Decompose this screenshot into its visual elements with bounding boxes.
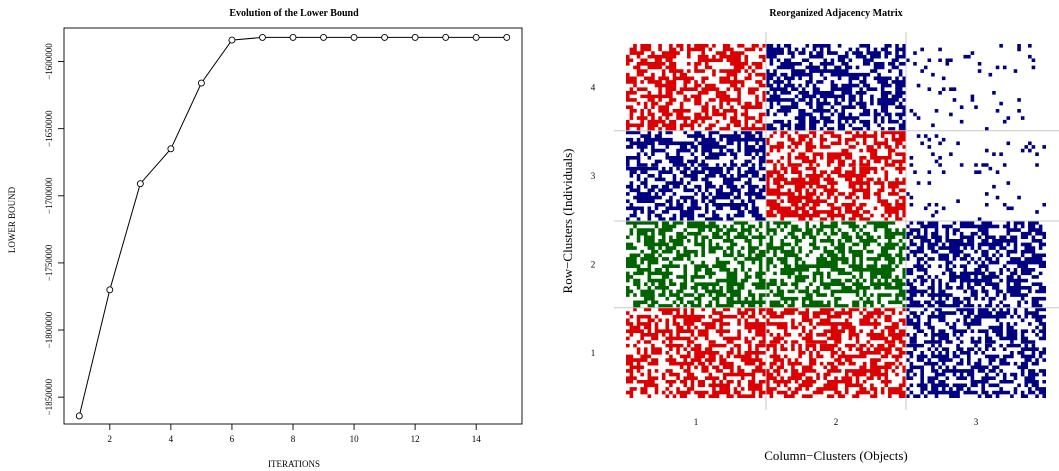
x-tick-label: 6 bbox=[230, 434, 235, 444]
x-axis-label: ITERATIONS bbox=[268, 459, 320, 469]
y-tick-label: −1600000 bbox=[44, 43, 54, 80]
lower-bound-chart: Evolution of the Lower Bound 2 4 6 8 10 12 14 … bbox=[7, 8, 523, 469]
data-point bbox=[259, 33, 266, 41]
block-r2-c3 bbox=[906, 221, 1046, 308]
row-cluster-label: 2 bbox=[591, 259, 596, 269]
block-r3-c3 bbox=[906, 134, 1046, 221]
y-tick-label: −1650000 bbox=[44, 110, 54, 147]
y-tick-label: −1750000 bbox=[44, 244, 54, 281]
block-r1-c2 bbox=[766, 307, 906, 398]
data-point bbox=[136, 180, 144, 188]
column-cluster-ticks: 1 2 3 bbox=[694, 417, 979, 427]
chart-title: Reorganized Adjacency Matrix bbox=[769, 8, 902, 19]
block-r4-c3 bbox=[906, 44, 1036, 131]
data-point bbox=[75, 412, 83, 420]
block-r4-c1 bbox=[626, 44, 766, 131]
column-cluster-label: 3 bbox=[974, 417, 979, 427]
column-cluster-label: 2 bbox=[834, 417, 839, 427]
y-tick-label: −1850000 bbox=[44, 378, 54, 415]
lower-bound-series-points bbox=[75, 33, 511, 420]
x-tick-label: 14 bbox=[472, 434, 482, 444]
x-tick-label: 10 bbox=[350, 434, 360, 444]
data-point bbox=[197, 79, 205, 87]
matrix-cells bbox=[626, 44, 1046, 398]
x-axis-ticks: 2 4 6 8 10 12 14 bbox=[108, 424, 482, 444]
y-axis-ticks: −1850000 −1800000 −1750000 −1700000 −1650000… bbox=[44, 43, 64, 415]
row-cluster-label: 1 bbox=[591, 348, 596, 358]
x-tick-label: 4 bbox=[169, 434, 174, 444]
data-point bbox=[350, 33, 358, 41]
row-cluster-ticks: 1 2 3 4 bbox=[591, 82, 596, 358]
data-point bbox=[411, 33, 419, 41]
data-point bbox=[106, 286, 114, 294]
row-cluster-label: 4 bbox=[591, 82, 596, 92]
data-point bbox=[228, 36, 236, 44]
x-axis-label: Column−Clusters (Objects) bbox=[764, 448, 907, 463]
block-r3-c2 bbox=[766, 130, 906, 221]
block-r4-c2 bbox=[766, 44, 906, 131]
block-r1-c3 bbox=[906, 307, 1046, 398]
data-point bbox=[320, 33, 327, 41]
lower-bound-series-line bbox=[78, 36, 507, 417]
chart-title: Evolution of the Lower Bound bbox=[229, 8, 359, 19]
block-r3-c1 bbox=[626, 130, 766, 221]
data-point bbox=[167, 145, 175, 153]
y-tick-label: −1800000 bbox=[44, 311, 54, 348]
cluster-gridlines bbox=[614, 32, 1059, 410]
column-cluster-label: 1 bbox=[694, 417, 699, 427]
block-r1-c1 bbox=[626, 307, 766, 398]
data-point bbox=[442, 33, 450, 41]
data-point bbox=[472, 33, 480, 41]
block-r2-c1 bbox=[626, 221, 766, 308]
block-r2-c2 bbox=[766, 221, 906, 308]
y-tick-label: −1700000 bbox=[44, 177, 54, 214]
x-tick-label: 12 bbox=[411, 434, 420, 444]
row-cluster-label: 3 bbox=[591, 171, 596, 181]
y-axis-label: LOWER BOUND bbox=[7, 186, 17, 253]
adjacency-matrix-chart: Reorganized Adjacency Matrix 1 2 3 1 2 3 4 Co… bbox=[560, 8, 1059, 463]
data-point bbox=[289, 33, 297, 41]
data-point bbox=[503, 33, 511, 41]
y-axis-label: Row−Clusters (Individuals) bbox=[560, 149, 575, 294]
plot-frame bbox=[63, 27, 523, 425]
data-point bbox=[381, 33, 389, 41]
x-tick-label: 2 bbox=[108, 434, 113, 444]
x-tick-label: 8 bbox=[291, 434, 296, 444]
